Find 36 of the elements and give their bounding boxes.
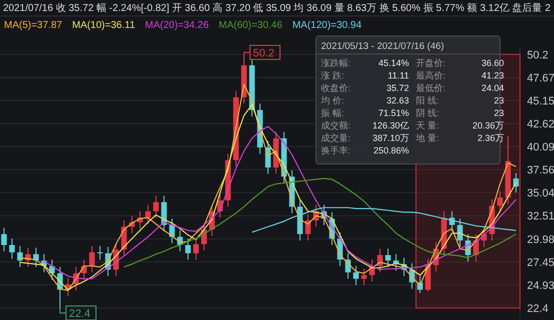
y-tick-label: 29.98 [527, 234, 554, 246]
text: 最高价: 41.23 [416, 70, 504, 80]
text: 涨 跌: 11.11 [321, 70, 409, 80]
y-tick-label: 22.4 [527, 302, 548, 315]
text: 地 量: 2.36万 [416, 133, 504, 143]
text: MA(120)=30.94 [292, 20, 362, 31]
chart-subtitle: 2021/05/13 - 2021/07/16 (46) [321, 41, 444, 52]
y-tick-label: 27.45 [527, 256, 554, 269]
text: MA(10)=36.11 [72, 20, 136, 31]
text: 开盘价: 36.60 [416, 58, 504, 68]
text: 天 量: 20.36万 [416, 120, 504, 130]
y-tick-label: 24.93 [527, 280, 554, 292]
text: MA(5)=37.87 [4, 20, 63, 31]
y-tick-label: 32.51 [527, 210, 554, 223]
y-tick-label: 47.67 [527, 72, 554, 84]
text: 阳 线: 23 [416, 96, 504, 106]
text: 最低价: 24.04 [416, 83, 504, 93]
y-tick-label: 42.62 [527, 118, 554, 131]
annotation: 50.2 [253, 47, 274, 60]
y-tick-label: 45.15 [527, 95, 554, 108]
text: 阴 线: 23 [416, 108, 504, 118]
y-tick-label: 40.09 [527, 142, 554, 154]
chart-title: 2021/07/16 收 35.72 幅 -2.24%[-0.82] 开 36.60 高 37.20 低 35.09 均 36.09 量 8.63万 换 5.60% 振 5.77% 额 3.12亿 盘后量 2 [3, 2, 551, 14]
text: MA(20)=34.26 [145, 20, 210, 31]
text: 涨跌幅: 45.14% [321, 58, 409, 68]
text: MA(60)=30.46 [218, 20, 283, 31]
text: 换手率: 250.86% [321, 146, 409, 156]
y-tick-label: 37.56 [527, 164, 554, 177]
annotation: 22.4 [69, 308, 90, 320]
text: 成交额: 126.30亿 [321, 120, 409, 130]
text: 成交量: 387.10万 [321, 133, 409, 143]
text: 均 价: 32.63 [321, 96, 409, 106]
y-tick-label: 35.04 [527, 188, 554, 200]
y-tick-label: 50.2 [527, 49, 548, 62]
text: 收盘价: 35.72 [321, 83, 409, 93]
text: 振 幅: 71.51% [321, 108, 409, 118]
